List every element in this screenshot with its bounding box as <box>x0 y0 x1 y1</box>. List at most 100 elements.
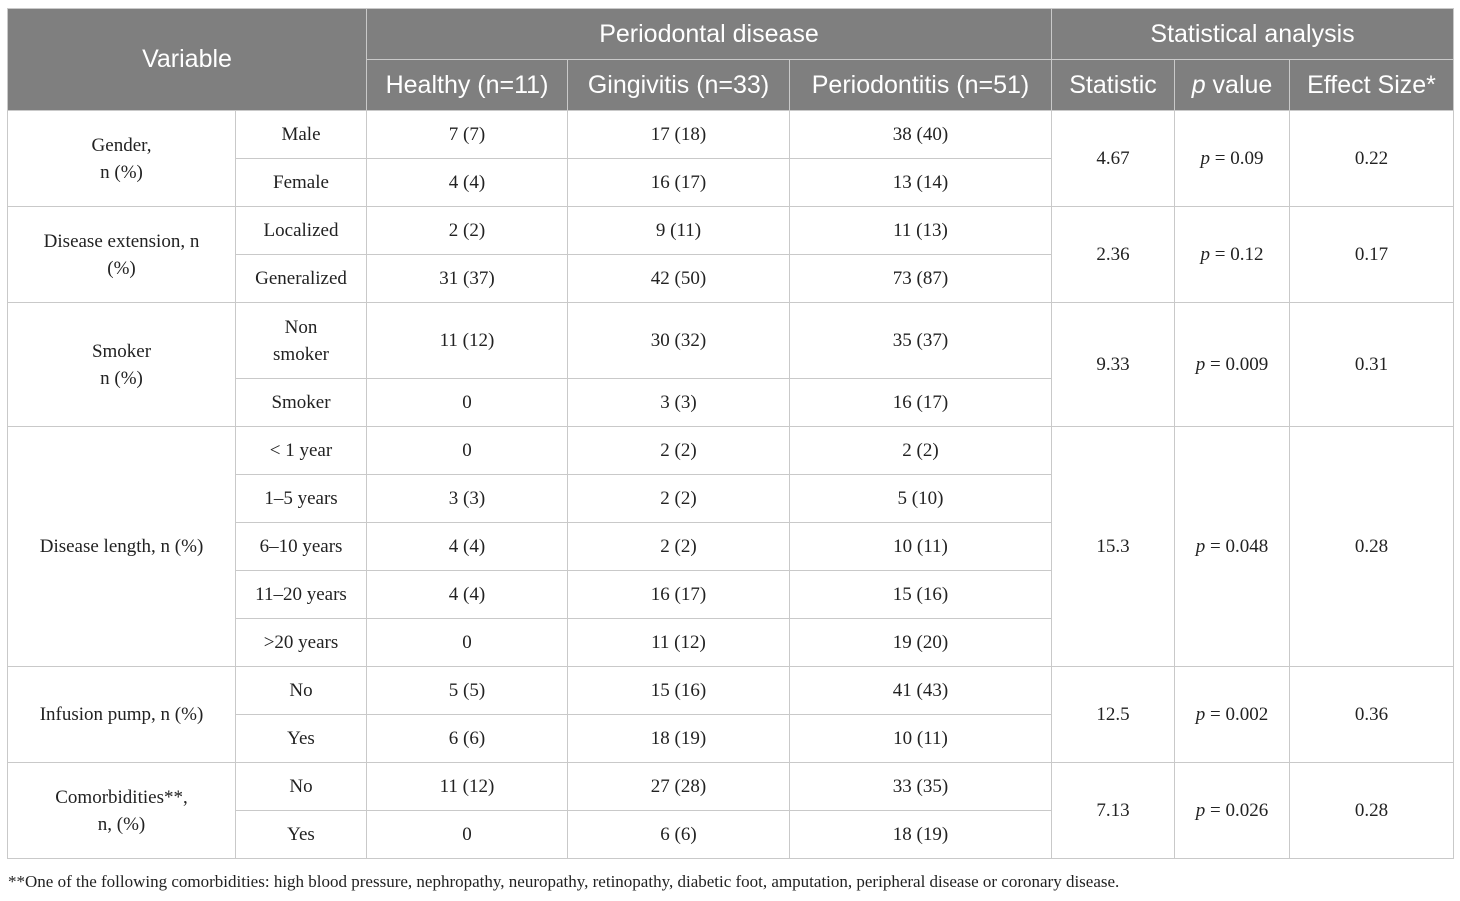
table-row: Disease extension, n (%) Localized 2 (2) 9 (… <box>7 206 1455 303</box>
statistic-cell: 15.3 <box>1051 426 1175 667</box>
header-p-rest: value <box>1205 70 1273 99</box>
category-cell: Smoker <box>235 378 367 427</box>
p-label: p <box>1195 800 1206 821</box>
effect-size-cell: 0.36 <box>1288 666 1455 763</box>
p-value-cell: p = 0.048 <box>1174 426 1290 667</box>
table-row: Generalized 31 (37) 42 (50) 73 (87) <box>8 254 1454 303</box>
p-number: = 0.09 <box>1210 148 1264 169</box>
periodontitis-cell: 18 (19) <box>789 810 1052 859</box>
healthy-cell: 4 (4) <box>366 158 568 207</box>
header-periodontal-disease: Periodontal disease <box>366 8 1052 60</box>
variable-cell: Smoker n (%) <box>7 302 236 427</box>
p-number: = 0.002 <box>1205 704 1269 725</box>
healthy-cell: 31 (37) <box>366 254 568 303</box>
statistic-cell: 7.13 <box>1051 762 1175 859</box>
p-value-cell: p = 0.12 <box>1174 206 1290 303</box>
periodontitis-cell: 33 (35) <box>789 762 1052 811</box>
table-row: Yes 6 (6) 18 (19) 10 (11) <box>8 714 1454 763</box>
category-cell: Male <box>235 110 367 159</box>
healthy-cell: 0 <box>366 378 568 427</box>
category-cell: >20 years <box>235 618 367 667</box>
periodontitis-cell: 73 (87) <box>789 254 1052 303</box>
gingivitis-cell: 11 (12) <box>567 618 790 667</box>
p-number: = 0.048 <box>1205 536 1269 557</box>
variable-cell: Comorbidities**, n, (%) <box>7 762 236 859</box>
gingivitis-cell: 18 (19) <box>567 714 790 763</box>
variable-cell: Disease length, n (%) <box>7 426 236 667</box>
gingivitis-cell: 27 (28) <box>567 762 790 811</box>
category-cell: Female <box>235 158 367 207</box>
p-label: p <box>1200 148 1211 169</box>
p-value-cell: p = 0.026 <box>1174 762 1290 859</box>
gingivitis-cell: 42 (50) <box>567 254 790 303</box>
healthy-cell: 6 (6) <box>366 714 568 763</box>
healthy-cell: 7 (7) <box>366 110 568 159</box>
p-label: p <box>1195 704 1206 725</box>
table-row: Comorbidities**, n, (%) No 11 (12) 27 (28) 33… <box>7 762 1455 859</box>
gingivitis-cell: 6 (6) <box>567 810 790 859</box>
p-value-cell: p = 0.09 <box>1174 110 1290 207</box>
periodontitis-cell: 13 (14) <box>789 158 1052 207</box>
table-row: Smoker 0 3 (3) 16 (17) <box>8 378 1454 427</box>
healthy-cell: 2 (2) <box>366 206 568 255</box>
healthy-cell: 4 (4) <box>366 522 568 571</box>
healthy-cell: 11 (12) <box>366 302 568 379</box>
category-cell: Localized <box>235 206 367 255</box>
table-row: Disease length, n (%) < 1 year 0 2 (2) 2 (2)… <box>7 426 1455 667</box>
gingivitis-cell: 15 (16) <box>567 666 790 715</box>
statistic-cell: 12.5 <box>1051 666 1175 763</box>
effect-size-cell: 0.22 <box>1288 110 1455 207</box>
header-gingivitis: Gingivitis (n=33) <box>567 59 790 111</box>
periodontitis-cell: 10 (11) <box>789 522 1052 571</box>
category-cell: < 1 year <box>235 426 367 475</box>
healthy-cell: 4 (4) <box>366 570 568 619</box>
table-header: Variable Periodontal disease Statistical… <box>7 8 1455 111</box>
header-p-value: p value <box>1174 59 1290 111</box>
header-periodontitis: Periodontitis (n=51) <box>789 59 1052 111</box>
header-p-italic: p <box>1191 70 1206 99</box>
footnote: **One of the following comorbidities: hi… <box>8 872 1120 891</box>
periodontitis-cell: 2 (2) <box>789 426 1052 475</box>
variable-cell: Infusion pump, n (%) <box>7 666 236 763</box>
effect-size-cell: 0.28 <box>1288 426 1455 667</box>
periodontitis-cell: 41 (43) <box>789 666 1052 715</box>
effect-size-cell: 0.31 <box>1288 302 1455 427</box>
table-row: Infusion pump, n (%) No 5 (5) 15 (16) 41 (43… <box>7 666 1455 763</box>
periodontitis-cell: 16 (17) <box>789 378 1052 427</box>
p-number: = 0.12 <box>1210 244 1264 265</box>
header-effect-size: Effect Size* <box>1288 59 1455 111</box>
statistic-cell: 2.36 <box>1051 206 1175 303</box>
category-cell: 11–20 years <box>235 570 367 619</box>
p-label: p <box>1195 536 1206 557</box>
category-cell: Generalized <box>235 254 367 303</box>
variable-cell: Gender, n (%) <box>7 110 236 207</box>
header-statistical-analysis: Statistical analysis <box>1050 8 1455 60</box>
periodontitis-cell: 38 (40) <box>789 110 1052 159</box>
periodontitis-cell: 11 (13) <box>789 206 1052 255</box>
gingivitis-cell: 2 (2) <box>567 522 790 571</box>
statistic-cell: 4.67 <box>1051 110 1175 207</box>
table-row: 6–10 years 4 (4) 2 (2) 10 (11) <box>8 522 1454 571</box>
category-cell: Non smoker <box>235 302 367 379</box>
table-row: Gender, n (%) Male 7 (7) 17 (18) 38 (40) 4.67 p… <box>7 110 1455 207</box>
table-body: Gender, n (%) Male 7 (7) 17 (18) 38 (40) 4.67 p… <box>7 110 1455 859</box>
category-cell: No <box>235 666 367 715</box>
category-cell: 6–10 years <box>235 522 367 571</box>
healthy-cell: 3 (3) <box>366 474 568 523</box>
variable-cell: Disease extension, n (%) <box>7 206 236 303</box>
gingivitis-cell: 2 (2) <box>567 474 790 523</box>
healthy-cell: 0 <box>366 618 568 667</box>
statistic-cell: 9.33 <box>1051 302 1175 427</box>
gingivitis-cell: 9 (11) <box>567 206 790 255</box>
periodontitis-cell: 19 (20) <box>789 618 1052 667</box>
periodontitis-cell: 5 (10) <box>789 474 1052 523</box>
gingivitis-cell: 3 (3) <box>567 378 790 427</box>
p-label: p <box>1200 244 1211 265</box>
gingivitis-cell: 16 (17) <box>567 158 790 207</box>
category-cell: Yes <box>235 714 367 763</box>
gingivitis-cell: 17 (18) <box>567 110 790 159</box>
p-label: p <box>1195 354 1206 375</box>
periodontitis-cell: 15 (16) <box>789 570 1052 619</box>
category-cell: 1–5 years <box>235 474 367 523</box>
gingivitis-cell: 30 (32) <box>567 302 790 379</box>
